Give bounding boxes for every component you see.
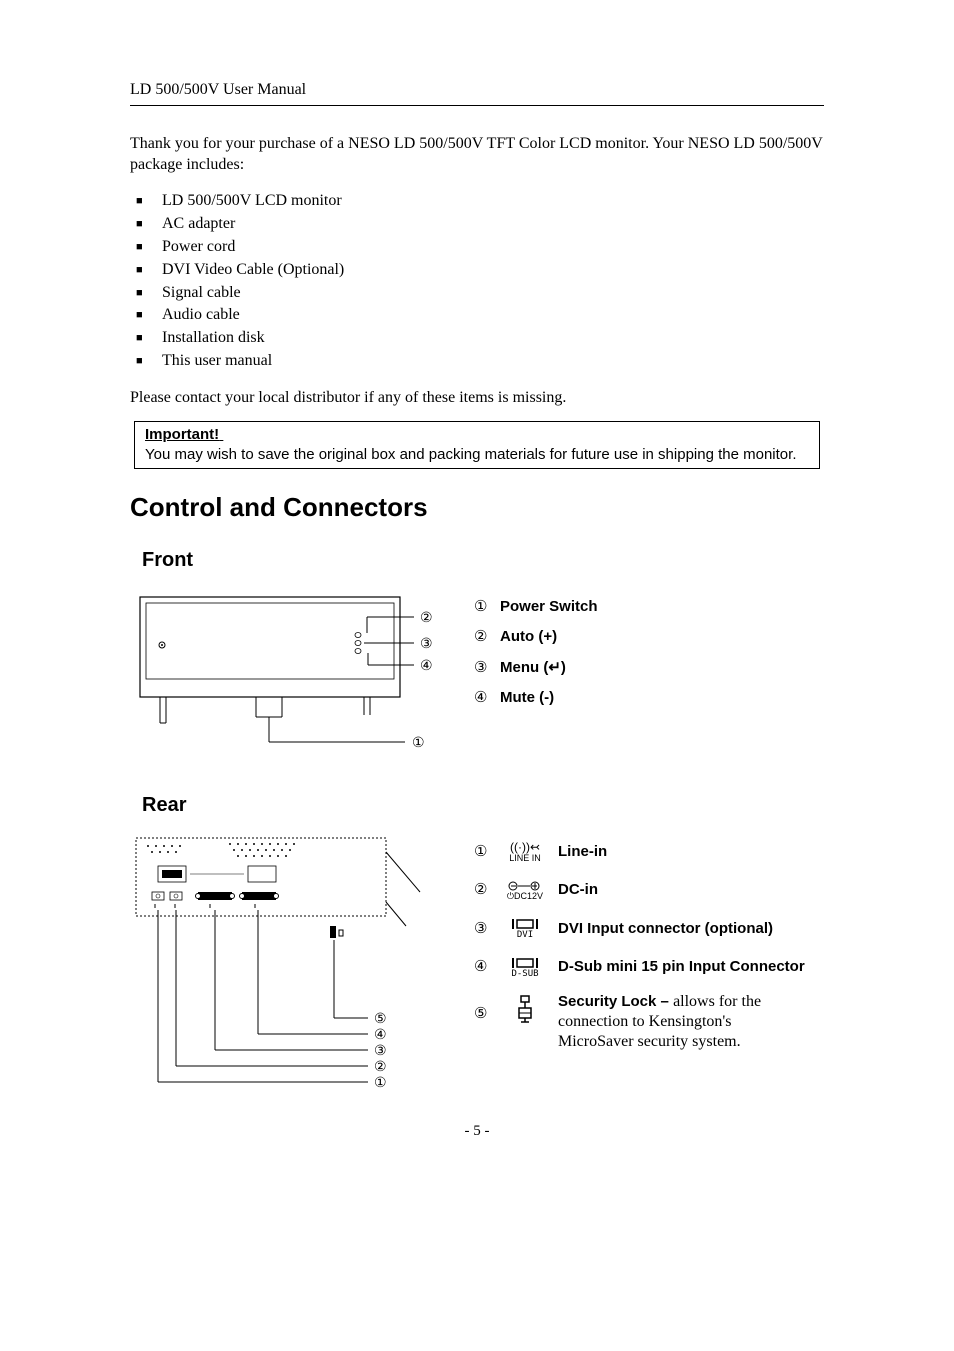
dvi-icon: DVI: [502, 917, 548, 941]
front-heading: Front: [142, 547, 824, 573]
svg-text:④: ④: [374, 1028, 387, 1043]
line-in-icon: ((·))↢ LINE IN: [502, 840, 548, 864]
list-item: Installation disk: [162, 328, 824, 349]
list-item: This user manual: [162, 351, 824, 372]
svg-text:①: ①: [374, 1076, 387, 1091]
legend-number-icon: ①: [474, 838, 492, 867]
svg-text:⑤: ⑤: [374, 1012, 387, 1027]
legend-item: ③ Menu (↵): [474, 654, 598, 683]
legend-number-icon: ⑤: [474, 992, 492, 1029]
legend-label: Menu (↵): [500, 654, 566, 683]
package-list: LD 500/500V LCD monitor AC adapter Power…: [130, 191, 824, 371]
svg-text:②: ②: [420, 611, 433, 626]
legend-item: ③ DVI DVI Input connector (optional): [474, 915, 805, 944]
front-section: ② ③ ④ ① ① Power Switch ② Auto (+) ③ Menu…: [130, 587, 824, 762]
legend-label: Power Switch: [500, 593, 598, 622]
rear-heading: Rear: [142, 792, 824, 818]
legend-item: ⑤ Security Lock – allows for the connect…: [474, 992, 805, 1052]
legend-number-icon: ④: [474, 684, 492, 713]
svg-text:①: ①: [412, 736, 425, 751]
svg-text:③: ③: [374, 1044, 387, 1059]
intro-paragraph: Thank you for your purchase of a NESO LD…: [130, 134, 824, 176]
legend-label: DC-in: [558, 881, 598, 900]
legend-label: D-Sub mini 15 pin Input Connector: [558, 958, 805, 977]
legend-label: Auto (+): [500, 623, 557, 652]
front-diagram: ② ③ ④ ①: [130, 587, 450, 762]
list-item: AC adapter: [162, 214, 824, 235]
svg-text:④: ④: [420, 659, 433, 674]
legend-number-icon: ②: [474, 876, 492, 905]
legend-label: DVI Input connector (optional): [558, 920, 773, 939]
important-box: Important! You may wish to save the orig…: [134, 421, 820, 470]
legend-label: Mute (-): [500, 684, 554, 713]
legend-number-icon: ②: [474, 623, 492, 652]
legend-item: ② ⏻DC12V DC-in: [474, 876, 805, 905]
list-item: DVI Video Cable (Optional): [162, 260, 824, 281]
contact-line: Please contact your local distributor if…: [130, 388, 824, 409]
legend-item: ② Auto (+): [474, 623, 598, 652]
page-header: LD 500/500V User Manual: [130, 80, 824, 106]
rear-legend: ① ((·))↢ LINE IN Line-in ② ⏻DC12V DC-in …: [474, 832, 805, 1062]
list-item: Signal cable: [162, 283, 824, 304]
page-number: - 5 -: [130, 1122, 824, 1142]
security-lock-icon: [502, 992, 548, 1024]
important-title: Important!: [145, 426, 223, 443]
list-item: Audio cable: [162, 305, 824, 326]
list-item: Power cord: [162, 237, 824, 258]
dc-in-icon: ⏻DC12V: [502, 880, 548, 902]
legend-item: ① ((·))↢ LINE IN Line-in: [474, 838, 805, 867]
list-item: LD 500/500V LCD monitor: [162, 191, 824, 212]
legend-item: ④ Mute (-): [474, 684, 598, 713]
legend-item: ① Power Switch: [474, 593, 598, 622]
legend-number-icon: ④: [474, 953, 492, 982]
rear-diagram: ① ② ③ ④ ⑤: [130, 832, 450, 1092]
legend-number-icon: ③: [474, 654, 492, 683]
section-title: Control and Connectors: [130, 491, 824, 525]
svg-text:((·))↢: ((·))↢: [510, 840, 540, 854]
legend-number-icon: ①: [474, 593, 492, 622]
svg-text:②: ②: [374, 1060, 387, 1075]
legend-label: Security Lock – allows for the connectio…: [558, 992, 788, 1052]
legend-label: Line-in: [558, 843, 607, 862]
rear-section: ① ② ③ ④ ⑤ ① ((·))↢ LINE IN Line-in ②: [130, 832, 824, 1092]
svg-text:③: ③: [420, 637, 433, 652]
important-body: You may wish to save the original box an…: [145, 446, 796, 463]
dsub-icon: D-SUB: [502, 956, 548, 980]
front-legend: ① Power Switch ② Auto (+) ③ Menu (↵) ④ M…: [474, 587, 598, 715]
legend-number-icon: ③: [474, 915, 492, 944]
legend-item: ④ D-SUB D-Sub mini 15 pin Input Connecto…: [474, 953, 805, 982]
